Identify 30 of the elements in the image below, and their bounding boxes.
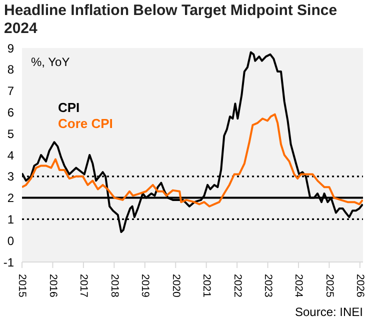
x-tick-label: 2018 [108, 274, 120, 298]
x-tick-label: 2019 [139, 274, 152, 298]
y-tick-label: 6 [7, 105, 14, 120]
line-series [22, 113, 363, 208]
x-tick-label: 2022 [231, 274, 244, 298]
x-tick-label: 2021 [200, 274, 213, 298]
y-tick-label: 2 [7, 191, 14, 206]
text: Core CPI [58, 116, 113, 132]
source-note: Source: INEI [294, 305, 363, 319]
y-tick-label: 7 [7, 84, 14, 98]
x-tick-label: 2024 [292, 274, 305, 298]
y-tick-label: 8 [7, 62, 14, 77]
y-tick-label: 9 [7, 41, 14, 56]
y-tick-label: 5 [7, 126, 14, 141]
y-tick-label: 3 [7, 170, 14, 184]
y-tick-label: 4 [7, 148, 14, 162]
line-series [22, 51, 363, 234]
x-tick-label: 2016 [46, 274, 59, 298]
x-tick-label: 2023 [262, 274, 274, 298]
x-tick-label: 2020 [170, 274, 182, 298]
y-tick-label: -1 [3, 255, 14, 270]
x-tick-label: 2025 [323, 274, 336, 298]
y-tick-label: 1 [7, 212, 14, 226]
x-tick-label: 2015 [16, 274, 28, 298]
y-axis-title: %, YoY [31, 55, 70, 69]
text: CPI [58, 100, 81, 116]
y-tick-label: 0 [7, 234, 14, 248]
chart-title: Headline Inflation Below Target Midpoint Since 2024 [4, 2, 338, 38]
x-tick-label: 2026 [354, 274, 366, 298]
x-tick-label: 2017 [78, 274, 90, 298]
